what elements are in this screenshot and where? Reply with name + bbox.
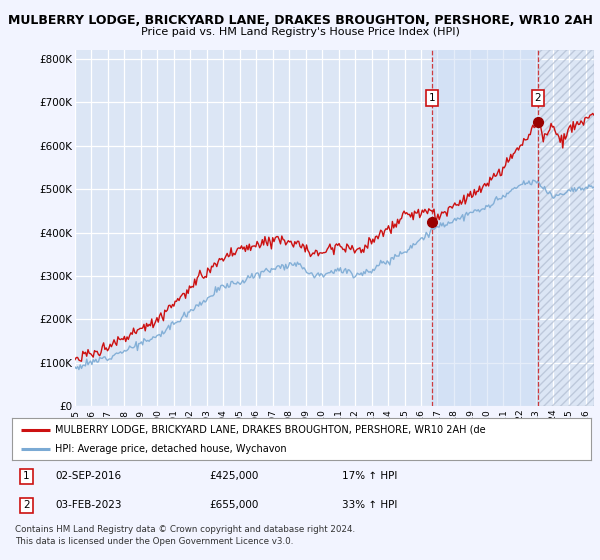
Text: £655,000: £655,000 (209, 501, 258, 511)
Text: 03-FEB-2023: 03-FEB-2023 (55, 501, 122, 511)
Text: £425,000: £425,000 (209, 472, 258, 482)
Text: MULBERRY LODGE, BRICKYARD LANE, DRAKES BROUGHTON, PERSHORE, WR10 2AH (de: MULBERRY LODGE, BRICKYARD LANE, DRAKES B… (55, 424, 486, 435)
Text: Contains HM Land Registry data © Crown copyright and database right 2024.
This d: Contains HM Land Registry data © Crown c… (15, 525, 355, 546)
Polygon shape (432, 50, 538, 406)
Text: 1: 1 (429, 93, 436, 103)
Text: 2: 2 (535, 93, 541, 103)
Text: 02-SEP-2016: 02-SEP-2016 (55, 472, 122, 482)
Text: Price paid vs. HM Land Registry's House Price Index (HPI): Price paid vs. HM Land Registry's House … (140, 27, 460, 37)
Text: 17% ↑ HPI: 17% ↑ HPI (342, 472, 397, 482)
Text: MULBERRY LODGE, BRICKYARD LANE, DRAKES BROUGHTON, PERSHORE, WR10 2AH: MULBERRY LODGE, BRICKYARD LANE, DRAKES B… (8, 14, 592, 27)
Text: HPI: Average price, detached house, Wychavon: HPI: Average price, detached house, Wych… (55, 444, 287, 454)
Text: 1: 1 (23, 472, 30, 482)
Text: 2: 2 (23, 501, 30, 511)
Text: 33% ↑ HPI: 33% ↑ HPI (342, 501, 397, 511)
